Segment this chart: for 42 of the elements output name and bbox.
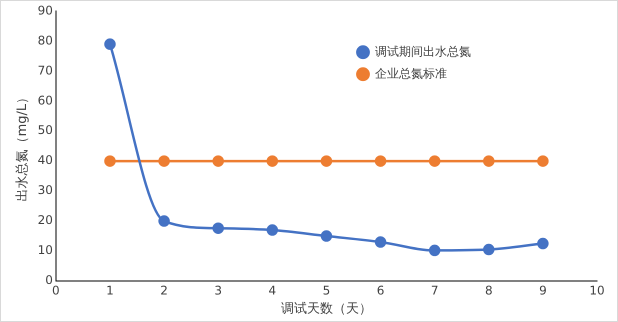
- y-tick-label: 0: [45, 273, 53, 288]
- x-tick-label: 3: [214, 283, 222, 298]
- x-tick-label: 6: [376, 283, 384, 298]
- point: [428, 244, 440, 256]
- x-tick-label: 1: [106, 283, 114, 298]
- point: [158, 155, 170, 167]
- point: [104, 155, 116, 167]
- y-axis-title: 出水总氮（mg/L）: [15, 90, 30, 202]
- y-tick-label: 50: [38, 123, 53, 138]
- point: [483, 244, 495, 256]
- point: [374, 155, 386, 167]
- y-tick-label: 40: [38, 153, 53, 168]
- y-tick-label: 30: [38, 183, 53, 198]
- x-tick-label: 4: [268, 283, 276, 298]
- legend-label: 调试期间出水总氮: [375, 44, 471, 58]
- point: [104, 38, 116, 50]
- y-tick-label: 90: [38, 3, 53, 18]
- x-tick-label: 7: [430, 283, 438, 298]
- point: [537, 238, 549, 250]
- x-axis-title: 调试天数（天）: [280, 302, 372, 317]
- y-tick-label: 60: [38, 93, 53, 108]
- x-tick-label: 5: [322, 283, 330, 298]
- y-tick-label: 70: [38, 63, 53, 78]
- point: [374, 236, 386, 248]
- point: [212, 222, 224, 234]
- point: [320, 230, 332, 242]
- legend-label: 企业总氮标准: [375, 66, 447, 80]
- y-tick-label: 80: [38, 33, 53, 48]
- x-tick-label: 9: [539, 283, 547, 298]
- point: [428, 155, 440, 167]
- x-tick-label: 10: [589, 283, 605, 298]
- point: [320, 155, 332, 167]
- y-tick-label: 10: [38, 243, 53, 258]
- point: [537, 155, 549, 167]
- point: [212, 155, 224, 167]
- y-tick-label: 20: [38, 213, 53, 228]
- point: [266, 224, 278, 236]
- x-tick-label: 2: [160, 283, 168, 298]
- x-tick-label: 8: [484, 283, 493, 298]
- point: [266, 155, 278, 167]
- point: [158, 215, 170, 227]
- point: [483, 155, 495, 167]
